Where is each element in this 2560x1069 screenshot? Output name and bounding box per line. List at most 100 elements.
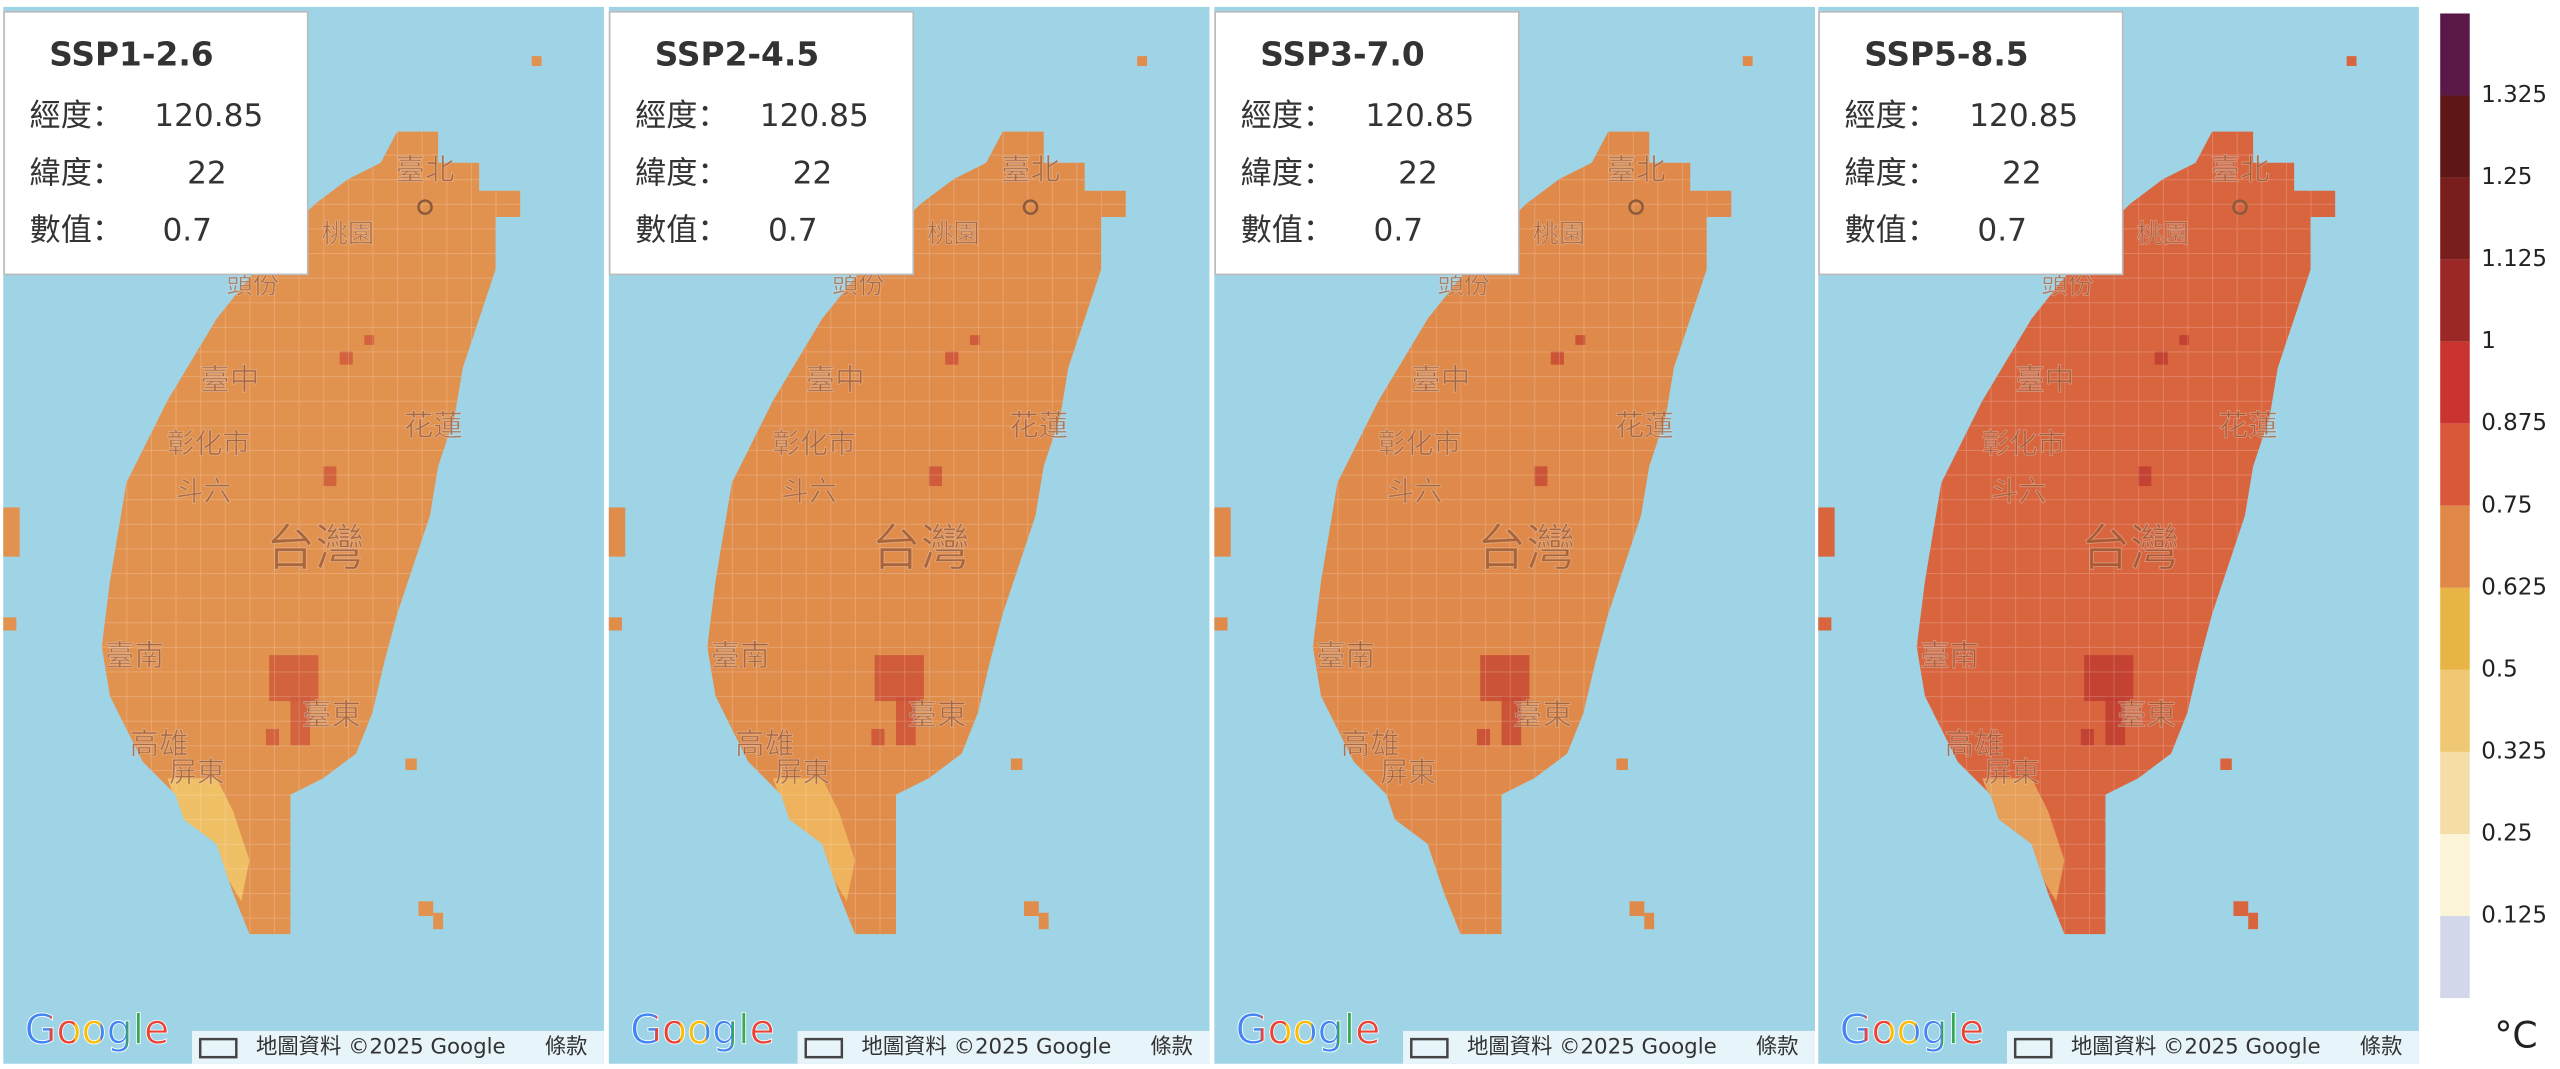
attribution-bar [2006,1030,2419,1064]
attribution-bar [192,1030,604,1064]
info-box [1818,11,2124,276]
place-label: 彰化市 [167,427,251,460]
place-label: 臺東 [302,697,361,731]
island [2346,56,2357,66]
info-title: SSP2-4.5 [655,36,819,74]
keyboard-icon[interactable] [804,1037,844,1059]
place-label: 臺中 [200,363,259,397]
info-box [3,11,309,276]
legend-swatch [2440,341,2470,424]
island [1629,901,1645,917]
info-title: SSP1-2.6 [49,36,213,74]
island [1214,617,1228,631]
island [2220,758,2232,770]
info-label: 數值： [30,213,123,249]
place-label: 臺中 [2015,363,2074,397]
legend-tick-label: 0.25 [2481,820,2532,846]
place-label: 臺南 [711,638,770,672]
info-value: 120.85 [760,98,869,134]
place-label: 彰化市 [772,427,856,460]
info-label: 數值： [635,213,728,249]
legend-tick-label: 1 [2481,328,2496,354]
info-value: 0.7 [162,213,212,249]
legend: 1.325 1.25 1.125 1 0.875 0.75 0.625 0.5 0.325 0.2… [2440,13,2547,1056]
legend-swatch [2440,13,2470,96]
island [1742,56,1753,66]
info-label: 數值： [1845,213,1938,249]
city-dot [1628,199,1644,215]
keyboard-icon[interactable] [198,1037,238,1059]
info-label: 數值： [1241,213,1334,249]
place-label: 台灣 [1477,519,1575,577]
place-label: 高雄 [1945,727,2004,761]
place-label: 斗六 [176,475,232,508]
place-label: 臺中 [1411,363,1470,397]
info-value: 0.7 [1977,213,2027,249]
place-label: 臺東 [908,697,967,731]
island [405,758,417,770]
place-label: 台灣 [871,519,969,577]
island [1818,507,1835,557]
island [608,507,626,557]
google-logo: Google [630,1006,775,1054]
island [418,901,434,917]
island [1818,617,1832,631]
place-label: 臺北 [396,153,455,187]
info-label: 經度： [1241,98,1334,134]
place-label: 斗六 [781,475,837,508]
legend-swatch [2440,177,2470,260]
place-label: 彰化市 [1982,427,2066,460]
info-label: 緯度： [30,155,123,191]
attribution: 地圖資料 ©2025 Google [256,1034,506,1059]
keyboard-icon[interactable] [2013,1037,2053,1059]
city-dot [1022,199,1039,215]
place-label: 屏東 [169,755,225,788]
info-value: 22 [187,155,227,191]
place-label: 斗六 [1387,475,1443,508]
keyboard-icon[interactable] [1410,1037,1449,1059]
place-label: 臺南 [1920,638,1979,672]
legend-tick-label: 1.125 [2481,246,2547,272]
info-title: SSP3-7.0 [1260,36,1424,74]
place-label: 臺南 [1316,638,1375,672]
legend-tick-label: 0.625 [2481,574,2547,600]
island [1616,758,1628,770]
island [2233,901,2249,917]
place-label: 臺南 [105,638,164,672]
place-label: 高雄 [1341,727,1400,761]
legend-swatch [2440,423,2470,506]
terms-link[interactable]: 條款 [1150,1034,1193,1059]
attribution: 地圖資料 ©2025 Google [2071,1034,2321,1059]
place-label: 屏東 [1984,755,2040,788]
terms-link[interactable]: 條款 [1756,1034,1799,1059]
terms-link[interactable]: 條款 [545,1034,588,1059]
place-label: 臺北 [1607,153,1666,187]
legend-tick-label: 0.75 [2481,492,2532,518]
place-label: 桃園 [2137,220,2190,250]
place-label: 臺北 [2210,153,2269,187]
island [1038,912,1049,930]
terms-link[interactable]: 條款 [2360,1034,2403,1059]
legend-tick-label: 0.875 [2481,410,2547,436]
island [1010,758,1023,770]
info-value: 22 [793,155,833,191]
legend-swatch [2440,587,2470,670]
island [1024,901,1039,917]
info-value: 0.7 [768,213,818,249]
legend-swatch [2440,259,2470,342]
city-dot [2232,199,2248,215]
legend-swatch [2440,833,2470,917]
island [531,56,542,66]
legend-swatch [2440,916,2470,999]
legend-swatch [2440,505,2470,588]
place-label: 臺中 [806,363,865,397]
island [2248,912,2259,930]
legend-tick-label: 0.325 [2481,738,2547,764]
info-value: 120.85 [1969,98,2078,134]
info-label: 緯度： [635,155,728,191]
island [3,617,17,631]
